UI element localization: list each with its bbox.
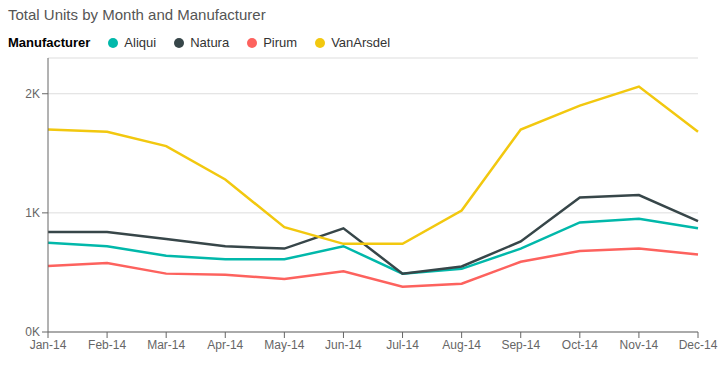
html-text:Total Units by Month and Manuf: Total Units by Month and Manufacturer <box>8 6 266 23</box>
svg-text:2K: 2K <box>25 87 40 101</box>
html-text:Manufacturer: Manufacturer <box>8 35 91 50</box>
svg-text:Mar-14: Mar-14 <box>147 338 185 352</box>
svg-text:Jun-14: Jun-14 <box>325 338 362 352</box>
html-text:Natura: Natura <box>190 35 230 50</box>
svg-text:Feb-14: Feb-14 <box>88 338 126 352</box>
html-text:Pirum: Pirum <box>263 35 298 50</box>
svg-text:Aug-14: Aug-14 <box>442 338 481 352</box>
svg-text:May-14: May-14 <box>264 338 304 352</box>
svg-text:Oct-14: Oct-14 <box>562 338 598 352</box>
svg-text:Jul-14: Jul-14 <box>386 338 419 352</box>
svg-text:Apr-14: Apr-14 <box>207 338 243 352</box>
svg-text:Dec-14: Dec-14 <box>679 338 714 352</box>
svg-text:Nov-14: Nov-14 <box>620 338 659 352</box>
svg-text:0K: 0K <box>25 325 40 339</box>
html-text:VanArsdel: VanArsdel <box>331 35 391 50</box>
svg-text:Sep-14: Sep-14 <box>501 338 540 352</box>
svg-text:1K: 1K <box>25 206 40 220</box>
svg-text:Jan-14: Jan-14 <box>30 338 67 352</box>
html-text:Aliqui: Aliqui <box>124 35 157 50</box>
